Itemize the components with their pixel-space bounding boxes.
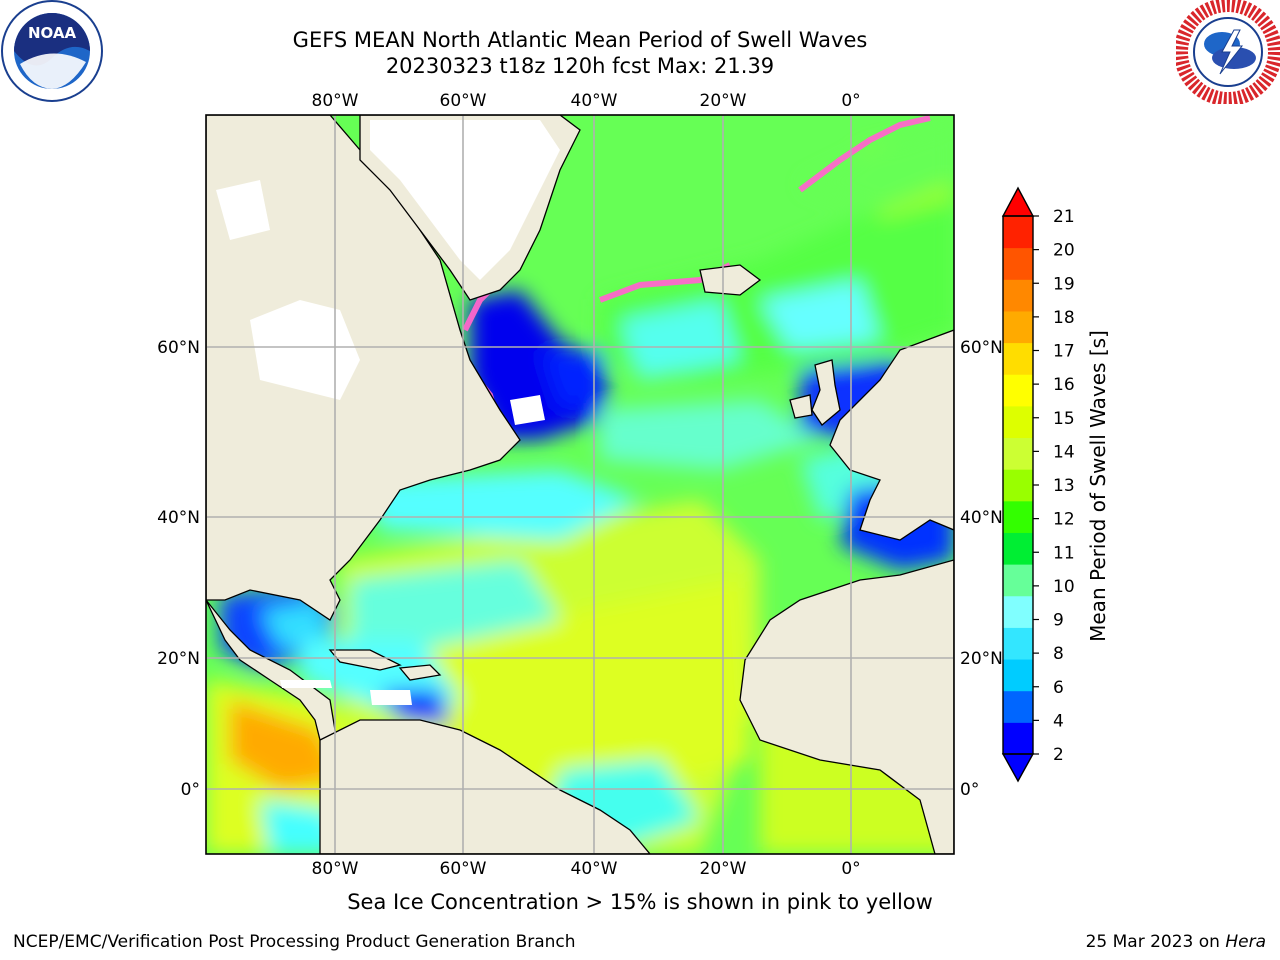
land-europe [829,329,954,541]
lat-tick-right: 20°N [960,649,1003,669]
colorbar-tick-label: 14 [1053,442,1075,462]
colorbar-tick-label: 2 [1053,745,1064,765]
footer-credit: NCEP/EMC/Verification Post Processing Pr… [13,932,576,952]
lat-ticks-left: 60°N 40°N 20°N 0° [157,338,200,800]
colorbar-label: Mean Period of Swell Waves [s] [1086,330,1110,642]
map-caption: Sea Ice Concentration > 15% is shown in … [347,890,933,914]
colorbar-cell [1003,342,1033,375]
colorbar-tick-label: 19 [1053,274,1075,294]
lon-tick-top: 60°W [440,91,487,111]
footer-machine-name: Hera [1225,932,1266,952]
land-masses [206,115,954,854]
lat-tick-right: 60°N [960,338,1003,358]
svg-text:NOAA: NOAA [28,24,77,42]
colorbar-tick-label: 10 [1053,577,1075,597]
lat-tick-left: 40°N [157,508,200,528]
land-central-america [206,599,341,762]
colorbar-extend-high [1001,186,1035,217]
colorbar-cell [1003,216,1033,249]
map-title-line-2: 20230323 t18z 120h fcst Max: 21.39 [385,54,775,78]
colorbar-tick-label: 21 [1053,207,1075,227]
colorbar-tick-label: 16 [1053,375,1075,395]
colorbar-cell [1003,374,1033,407]
colorbar-tick-label: 20 [1053,241,1075,261]
colorbar-tick-label: 8 [1053,644,1064,664]
land-cuba [328,649,402,671]
colorbar-tick-label: 6 [1053,678,1064,698]
lat-ticks-right: 60°N 40°N 20°N 0° [960,338,1003,800]
colorbar-cell [1003,532,1033,565]
lon-tick-bottom: 80°W [312,859,359,879]
land-ireland [789,394,813,419]
ocean-base [206,115,954,854]
sea-ice-edge [419,115,931,443]
colorbar-cell [1003,469,1033,502]
map-plot-area [206,115,954,854]
colorbar-tick-label: 18 [1053,308,1075,328]
colorbar-cell [1003,247,1033,280]
lat-tick-right: 0° [960,780,979,800]
lat-tick-right: 40°N [960,508,1003,528]
land-great-britain [811,359,841,426]
lon-tick-top: 80°W [312,91,359,111]
colorbar-frame [1002,215,1034,755]
lon-tick-top: 0° [841,91,860,111]
colorbar-tick-label: 17 [1053,342,1075,362]
colorbar-tick-label: 11 [1053,543,1075,563]
lat-tick-left: 0° [181,780,200,800]
national-weather-service-logo-icon [1176,0,1280,104]
colorbar-cell [1003,627,1033,660]
lon-tick-bottom: 20°W [700,859,747,879]
footer-date: 25 Mar 2023 on Hera [1086,932,1266,952]
noaa-logo-icon: NOAA [1,0,103,102]
colorbar-cells [1003,216,1033,755]
lon-ticks-bottom: 80°W 60°W 40°W 20°W 0° [312,859,861,879]
land-hispaniola [398,664,442,681]
colorbar-cell [1003,722,1033,755]
map-frame [205,114,955,855]
colorbar-cell [1003,595,1033,628]
land-greenland [359,115,581,301]
colorbar-tick-label: 13 [1053,476,1075,496]
colorbar-tick-label: 4 [1053,711,1064,731]
swell-period-field [206,120,954,854]
colorbar-cell [1003,405,1033,439]
colorbar-extend-low [1001,753,1035,783]
colorbar-ticks: 2 4 6 8 9 10 11 12 13 14 15 16 17 18 19 20 21 [1033,207,1075,765]
colorbar-tick-label: 12 [1053,510,1075,530]
colorbar-cell [1003,690,1033,723]
lat-tick-left: 60°N [157,338,200,358]
land-south-america [319,719,651,854]
colorbar-cell [1003,279,1033,312]
lon-tick-bottom: 0° [841,859,860,879]
colorbar-tick-label: 15 [1053,409,1075,429]
colorbar-cell [1003,437,1033,470]
graticule [206,115,954,854]
land-africa [739,559,954,854]
lon-tick-bottom: 60°W [440,859,487,879]
colorbar-cell [1003,659,1033,692]
land-north-america [206,115,521,621]
no-data-areas [216,120,560,705]
land-iceland [699,264,762,296]
lat-tick-left: 20°N [157,649,200,669]
colorbar-cell [1003,310,1033,344]
map-title-line-1: GEFS MEAN North Atlantic Mean Period of … [292,28,868,52]
lon-tick-bottom: 40°W [571,859,618,879]
colorbar-cell [1003,564,1033,597]
footer-date-text: 25 Mar 2023 on [1085,932,1226,952]
colorbar-cell [1003,500,1033,533]
colorbar-tick-label: 9 [1053,611,1064,631]
colorbar: 2 4 6 8 9 10 11 12 13 14 15 16 17 18 19 20 21 Mean Perio… [1001,186,1110,783]
lon-tick-top: 40°W [571,91,618,111]
lon-tick-top: 20°W [700,91,747,111]
lon-ticks-top: 80°W 60°W 40°W 20°W 0° [312,91,861,111]
